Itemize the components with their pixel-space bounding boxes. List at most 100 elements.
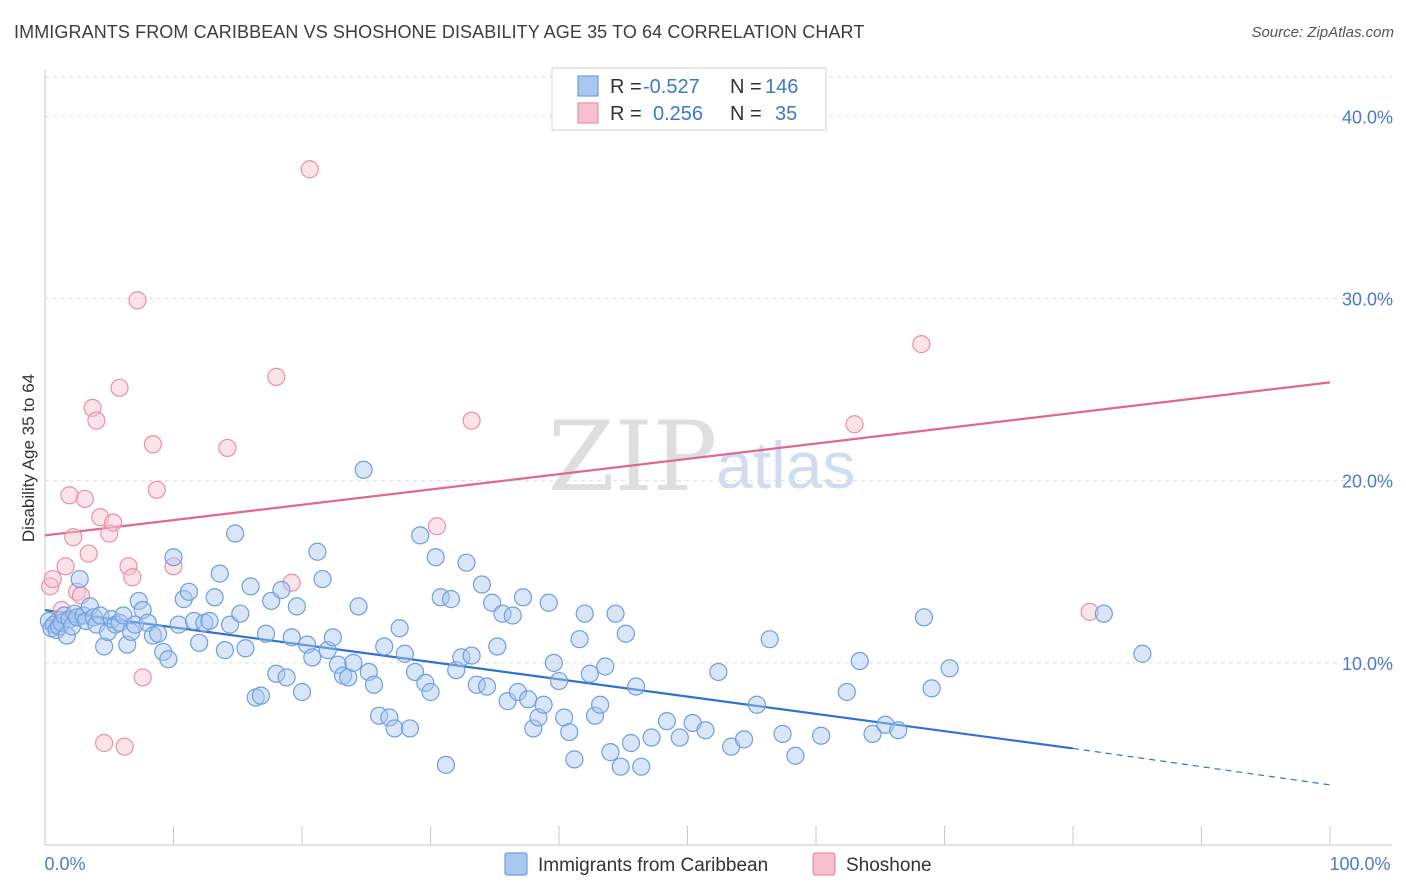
point-shoshone (147, 480, 166, 499)
point-caribbean (380, 708, 399, 727)
point-caribbean (889, 721, 908, 740)
data-points (39, 160, 1152, 776)
point-caribbean (84, 608, 103, 627)
point-caribbean (773, 724, 792, 743)
point-caribbean (596, 657, 615, 676)
point-shoshone (143, 435, 163, 454)
point-shoshone (104, 513, 123, 532)
watermark-zip: ZIP (548, 401, 717, 513)
point-caribbean (375, 637, 394, 656)
point-caribbean (611, 757, 630, 776)
point-shoshone (60, 486, 79, 505)
trend-lines (44, 381, 1331, 786)
x-tick-label-min: 0.0% (44, 854, 85, 874)
point-caribbean (850, 651, 869, 671)
point-caribbean (657, 712, 677, 731)
point-caribbean (560, 722, 579, 742)
legend-n-value-2: 35 (775, 103, 797, 125)
point-caribbean (395, 644, 414, 663)
point-caribbean (760, 630, 779, 649)
point-caribbean (190, 633, 209, 652)
point-caribbean (328, 655, 348, 674)
legend-swatch-shoshone (577, 102, 599, 124)
point-shoshone (300, 160, 319, 179)
point-shoshone (133, 668, 152, 687)
point-shoshone (123, 568, 142, 587)
point-caribbean (292, 682, 312, 702)
point-caribbean (549, 671, 569, 691)
point-caribbean (580, 664, 599, 683)
point-shoshone (282, 573, 301, 592)
y-axis-title: Disability Age 35 to 64 (19, 374, 38, 542)
point-caribbean (205, 588, 224, 607)
point-caribbean (508, 682, 527, 702)
point-caribbean (95, 637, 114, 656)
point-caribbean (524, 719, 543, 738)
point-caribbean (282, 628, 301, 647)
x-tick-label-max: 100.0% (1329, 854, 1390, 874)
point-caribbean (709, 662, 728, 682)
y-tick-label: 10.0% (1342, 654, 1393, 674)
point-caribbean (519, 690, 538, 709)
legend-r-value-2: 0.256 (653, 103, 703, 125)
point-caribbean (534, 695, 553, 714)
point-caribbean (696, 721, 715, 740)
point-caribbean (416, 673, 435, 692)
y-tick-labels: 10.0% 20.0% 30.0% 40.0% (1342, 107, 1393, 673)
point-caribbean (231, 604, 250, 623)
legend: R = -0.527 N = 146 R = 0.256 N = 35 (551, 67, 827, 131)
point-caribbean (837, 682, 856, 702)
point-caribbean (632, 757, 651, 776)
legend-r-label-2: R = (610, 103, 642, 125)
point-caribbean (462, 646, 481, 665)
legend-r-label-1: R = (610, 76, 642, 98)
point-caribbean (642, 728, 661, 747)
legend-n-label-1: N = (730, 76, 762, 98)
point-shoshone (218, 438, 237, 458)
point-caribbean (236, 639, 255, 658)
point-shoshone (1080, 602, 1099, 621)
point-caribbean (863, 724, 882, 743)
y-tick-label: 40.0% (1342, 107, 1393, 127)
point-caribbean (457, 553, 476, 572)
point-caribbean (411, 526, 430, 545)
point-caribbean (585, 706, 605, 725)
point-caribbean (385, 719, 404, 738)
point-shoshone (462, 411, 481, 430)
point-caribbean (148, 624, 168, 643)
point-caribbean (616, 624, 635, 643)
legend-swatch-caribbean (577, 75, 599, 97)
point-caribbean (914, 608, 934, 627)
point-caribbean (354, 460, 373, 479)
legend-n-value-1: 146 (765, 76, 798, 98)
point-caribbean (812, 726, 831, 745)
bottom-legend-swatch-shoshone (812, 852, 836, 876)
point-caribbean (601, 743, 620, 762)
point-caribbean (308, 542, 327, 561)
point-caribbean (70, 569, 89, 589)
point-shoshone (87, 411, 106, 430)
point-caribbean (159, 650, 178, 669)
point-shoshone (267, 367, 286, 386)
y-tick-label: 20.0% (1342, 472, 1393, 492)
point-caribbean (364, 675, 384, 694)
point-caribbean (421, 682, 440, 702)
point-caribbean (503, 606, 522, 625)
trend-line-shoshone (44, 381, 1331, 537)
point-shoshone (43, 569, 62, 589)
bottom-legend-label-caribbean: Immigrants from Caribbean (538, 855, 768, 876)
trend-line-caribbean (44, 608, 1074, 750)
point-caribbean (565, 750, 584, 769)
bottom-legend: Immigrants from Caribbean Shoshone (504, 852, 932, 876)
point-shoshone (912, 335, 931, 354)
point-caribbean (734, 730, 754, 749)
point-caribbean (129, 591, 148, 611)
point-caribbean (670, 728, 689, 747)
point-caribbean (169, 615, 188, 634)
point-caribbean (164, 548, 183, 567)
point-shoshone (41, 577, 60, 596)
point-caribbean (544, 653, 563, 672)
point-caribbean (200, 611, 219, 631)
point-shoshone (845, 415, 864, 434)
chart-title: IMMIGRANTS FROM CARIBBEAN VS SHOSHONE DI… (14, 22, 865, 42)
